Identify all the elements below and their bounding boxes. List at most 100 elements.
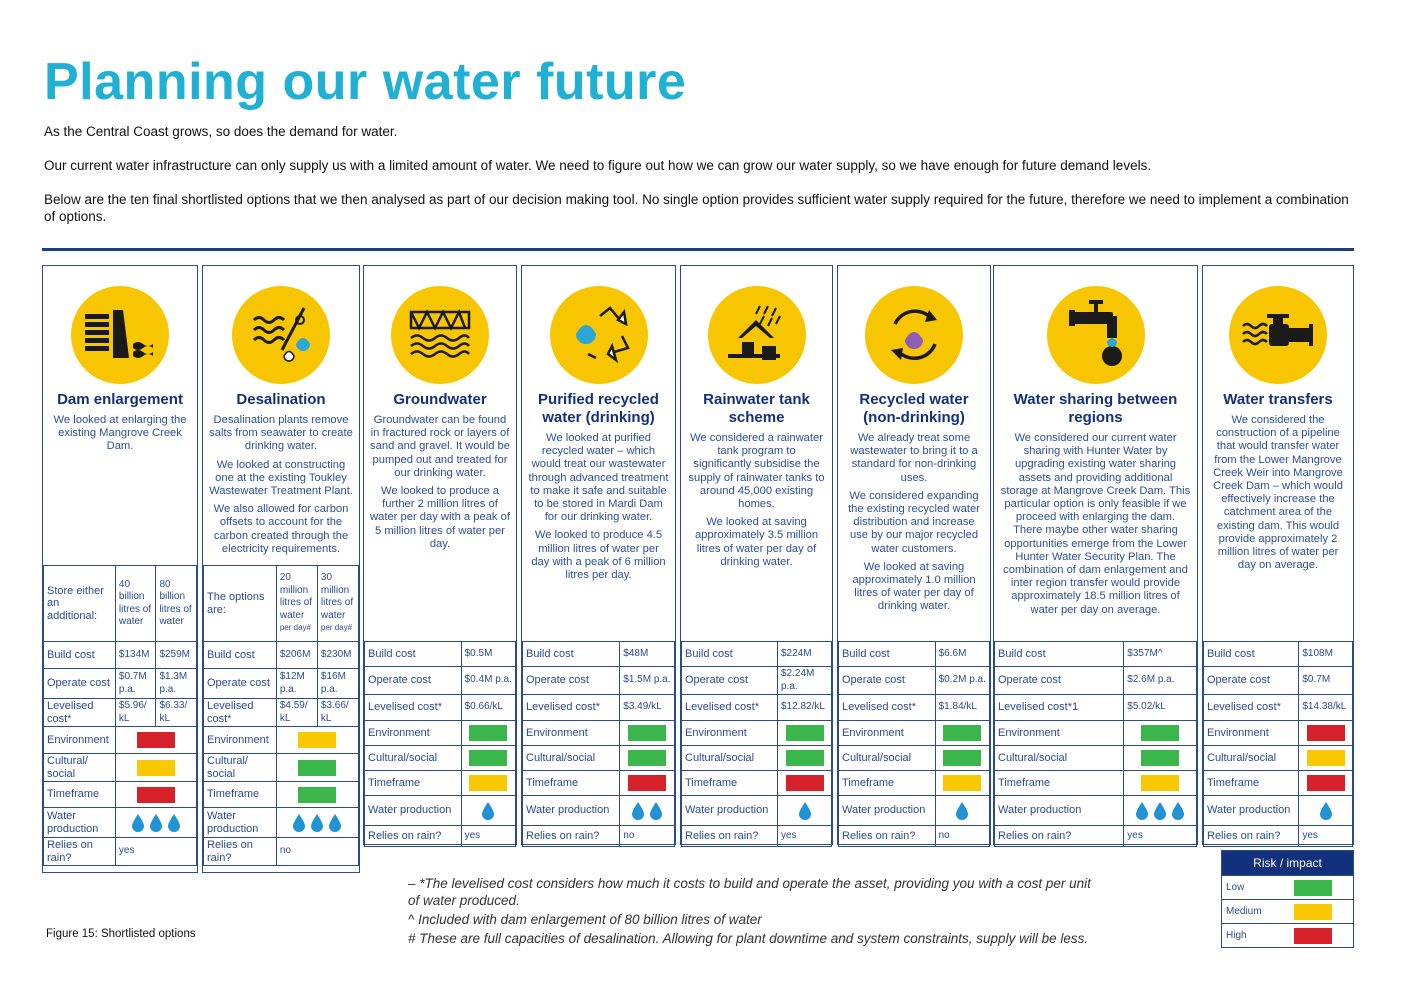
risk-cell [114,726,198,754]
risk-cell [1298,770,1353,796]
description-paragraph: We also allowed for carbon offsets to ac… [213,503,349,555]
risk-cell [460,745,517,771]
row-label: Levelised cost* [203,698,277,727]
timeframe-row: Timeframe [521,770,675,796]
row-label: Levelised cost* [364,694,462,721]
legend-label: Low [1226,882,1245,893]
operate-cost-row: Operate cost $0.7M p.a. $1.3M p.a. [43,668,197,699]
risk-low-indicator [1141,750,1180,766]
timeframe-row: Timeframe [681,770,832,796]
cost-value: $1.84/kL [934,694,991,721]
legend-row-low: Low [1222,875,1353,899]
timeframe-row: Timeframe [364,770,517,796]
row-label: Operate cost [43,668,116,699]
row-label: Operate cost [681,666,778,695]
risk-low-indicator [298,786,337,803]
risk-cell [619,720,675,746]
cost-value: $48M [619,641,675,667]
water-production-row: Water production [43,807,198,838]
cost-value: $0.5M [460,641,517,667]
water-drop-icon [149,813,162,832]
water-drop-icon [131,813,144,832]
row-label: Cultural/social [681,745,778,771]
option-variant: 30 million litres of water per day# [316,565,360,642]
option-description: Desalination plants remove salts from se… [209,414,353,561]
water-production-row: Water production [681,795,832,826]
legend-swatch [1294,927,1332,944]
row-label: Operate cost [203,668,277,699]
operate-cost-row: Operate cost $0.2M p.a. [838,666,991,695]
cost-value: $357M^ [1123,641,1197,667]
water-drops-cell [1123,795,1197,826]
risk-cell [114,781,198,808]
rain-value: no [934,825,991,847]
cultural-row: Cultural/social [521,745,675,771]
water-drops-cell [1298,795,1353,826]
water-production-row: Water production [838,795,991,826]
option-title: Water transfers [1223,391,1333,408]
option-spec-table: Build cost $224M Operate cost $2.24M p.a. Le… [681,641,832,847]
cost-value: $14.38/kL [1298,694,1353,721]
legend-label: High [1226,930,1247,941]
water-production-row: Water production [364,795,517,826]
risk-medium-indicator [943,775,982,791]
row-label: Cultural/social [521,745,621,771]
row-label: Environment [43,726,116,754]
cost-value: $12M p.a. [275,668,318,699]
description-paragraph: Desalination plants remove salts from se… [209,414,353,453]
risk-cell [619,770,675,796]
risk-cell [114,753,198,782]
cost-value: $0.2M p.a. [934,666,991,695]
row-label: Levelised cost* [1202,694,1300,721]
build-cost-row: Build cost $206M $230M [203,641,360,669]
rain-value: no [275,837,360,866]
row-label: Build cost [364,641,462,667]
row-label: Timeframe [364,770,462,796]
risk-legend: Risk / impact Low Medium High [1221,850,1354,948]
water-production-row: Water production [993,795,1197,826]
description-paragraph: We considered expanding the existing rec… [848,489,980,555]
cost-value: $16M p.a. [316,668,360,699]
relies-on-rain-row: Relies on rain? yes [364,825,517,847]
row-label: Timeframe [1202,770,1300,796]
cost-value: $0.66/kL [460,694,517,721]
row-label: Build cost [993,641,1125,667]
cultural-row: Cultural/social [993,745,1197,771]
water-drop-icon [650,801,663,820]
row-label: Relies on rain? [1202,825,1300,847]
risk-high-indicator [628,775,667,791]
water-drops-cell [777,795,832,826]
water-drop-icon [167,813,180,832]
option-card: Rainwater tank scheme We considered a rai… [680,265,833,847]
option-spec-table: Build cost $108M Operate cost $0.7M Levelise… [1202,641,1353,847]
page-title: Planning our water future [44,53,687,111]
legend-title: Risk / impact [1222,851,1353,875]
option-description: Groundwater can be found in fractured ro… [370,414,510,556]
build-cost-row: Build cost $357M^ [993,641,1197,667]
row-label: Operate cost [1202,666,1300,695]
environment-row: Environment [521,720,675,746]
water-production-row: Water production [521,795,675,826]
risk-medium-indicator [469,775,508,791]
rain-value: yes [1298,825,1353,847]
timeframe-row: Timeframe [43,781,198,808]
option-description: We considered the construction of a pipe… [1209,414,1347,577]
water-production-row: Water production [203,807,360,838]
risk-high-indicator [136,786,175,803]
option-variant: 20 million litres of water per day# [275,565,318,642]
description-paragraph: We considered our current water sharing … [1000,432,1191,616]
cultural-row: Cultural/ social [203,753,360,782]
option-description: We already treat some wastewater to brin… [844,432,984,619]
environment-row: Environment [364,720,517,746]
variant-text: 80 billion litres of water [159,578,192,628]
description-paragraph: We looked at enlarging the existing Mang… [53,414,187,453]
description-paragraph: We already treat some wastewater to brin… [850,432,978,484]
description-paragraph: We looked at saving approximately 1.0 mi… [852,560,976,613]
cultural-row: Cultural/ social [43,753,198,782]
risk-low-indicator [785,750,824,766]
option-variant: 40 billion litres of water [114,565,157,642]
option-card: Water transfers We considered the constru… [1202,265,1354,847]
option-spec-table: Store either an additional: 40 billion li… [43,565,198,866]
rain-value: yes [460,825,517,847]
risk-low-indicator [469,750,508,766]
